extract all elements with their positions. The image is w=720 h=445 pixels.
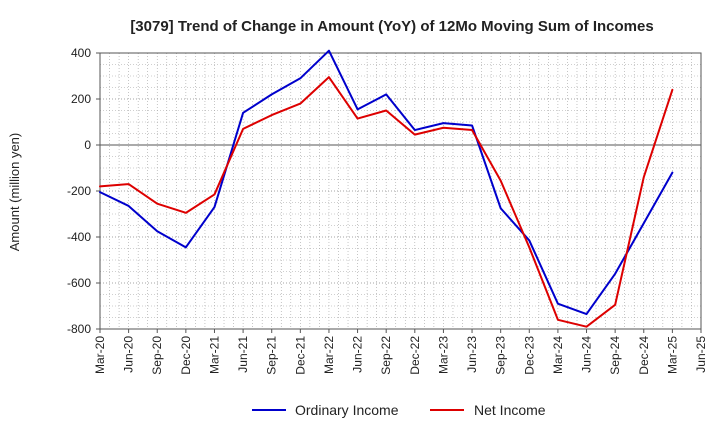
x-tick-label: Sep-22 xyxy=(379,336,393,375)
series-line-ordinary-income xyxy=(99,49,674,316)
y-tick-label: 400 xyxy=(71,46,91,60)
x-tick-label: Sep-21 xyxy=(265,336,279,375)
y-tick-label: 0 xyxy=(84,138,91,152)
y-tick-label: -600 xyxy=(67,276,91,290)
grid xyxy=(100,52,701,330)
x-tick-label: Dec-21 xyxy=(293,336,307,375)
x-tick-label: Mar-25 xyxy=(665,336,679,374)
x-tick-label: Jun-21 xyxy=(236,336,250,373)
x-tick-label: Jun-22 xyxy=(351,336,365,373)
x-tick-label: Sep-23 xyxy=(494,336,508,375)
y-tick-label: -400 xyxy=(67,230,91,244)
x-tick-label: Mar-22 xyxy=(322,336,336,374)
series-line-net-income xyxy=(99,76,674,328)
x-tick-label: Mar-24 xyxy=(551,336,565,374)
y-tick-label: -200 xyxy=(67,184,91,198)
x-tick-label: Mar-21 xyxy=(207,336,221,374)
series xyxy=(99,49,674,328)
legend: Ordinary Income Net Income xyxy=(252,402,546,418)
chart-title: [3079] Trend of Change in Amount (YoY) o… xyxy=(130,18,653,35)
x-tick-label: Dec-24 xyxy=(637,336,651,375)
x-tick-label: Sep-20 xyxy=(150,336,164,375)
x-tick-label: Jun-24 xyxy=(580,336,594,373)
x-tick-label: Dec-23 xyxy=(522,336,536,375)
y-tick-label: -800 xyxy=(67,322,91,336)
x-tick-label: Dec-20 xyxy=(179,336,193,375)
x-tick-label: Jun-23 xyxy=(465,336,479,373)
y-axis-label: Amount (million yen) xyxy=(7,133,22,252)
legend-label: Ordinary Income xyxy=(295,402,399,418)
legend-label: Net Income xyxy=(474,402,546,418)
x-tick-label: Jun-25 xyxy=(694,336,708,373)
x-tick-label: Mar-23 xyxy=(436,336,450,374)
x-tick-label: Dec-22 xyxy=(408,336,422,375)
y-tick-label: 200 xyxy=(71,92,91,106)
x-tick-label: Sep-24 xyxy=(608,336,622,375)
x-tick-label: Mar-20 xyxy=(93,336,107,374)
x-tick-label: Jun-20 xyxy=(122,336,136,373)
